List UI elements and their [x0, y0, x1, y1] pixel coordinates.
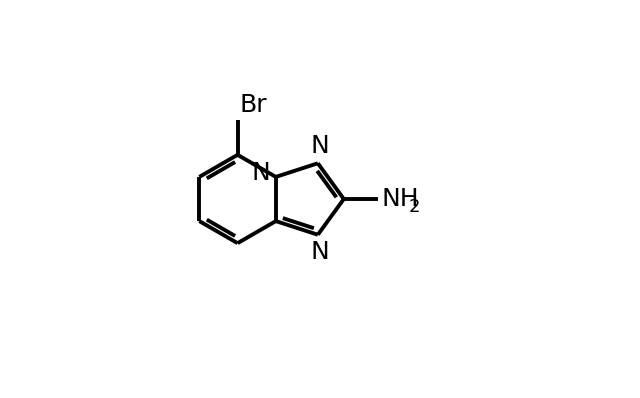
Text: N: N	[310, 133, 329, 158]
Text: N: N	[310, 240, 329, 265]
Text: 2: 2	[409, 199, 420, 217]
Text: Br: Br	[239, 93, 267, 117]
Text: N: N	[252, 161, 270, 185]
Text: NH: NH	[381, 187, 419, 211]
